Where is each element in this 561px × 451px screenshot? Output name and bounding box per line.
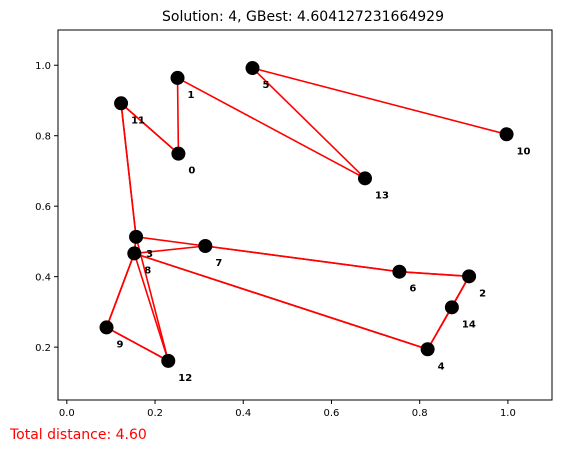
city-label: 11 [131,115,145,126]
route-segment [134,252,428,351]
route-segment [252,67,507,136]
chart-title: Solution: 4, GBest: 4.604127231664929 [162,9,444,25]
city-point [161,353,176,368]
city-point [170,70,185,85]
plot-frame [57,29,553,401]
city-point [462,269,477,284]
city-label: 14 [462,319,476,330]
city-label: 4 [438,361,445,372]
route-segment [105,253,136,328]
city-point [114,96,129,111]
city-point [129,229,144,244]
x-tick-label: 0.4 [235,408,251,419]
route-segment [177,77,366,180]
city-point [99,320,114,335]
city-label: 2 [479,288,486,299]
y-tick-label: 0.2 [35,343,51,354]
city-point [392,264,407,279]
y-axis-ticks: 0.2 0.4 0.6 0.8 1.0 [35,61,58,354]
x-tick-label: 0.2 [147,408,163,419]
city-label: 6 [409,284,416,295]
city-point [444,300,459,315]
y-tick-label: 0.4 [35,273,51,284]
y-tick-label: 1.0 [35,61,51,72]
route-segment [120,102,179,155]
city-points [99,61,514,368]
y-tick-label: 0.6 [35,202,51,213]
route-segment [135,236,170,362]
city-label: 0 [188,166,195,177]
x-axis-ticks: 0.0 0.2 0.4 0.6 0.8 1.0 [59,400,516,419]
city-label: 13 [375,190,389,201]
city-label: 12 [178,373,192,384]
x-tick-label: 1.0 [500,408,516,419]
city-label: 8 [144,265,151,276]
route-lines [105,67,507,362]
route-segment [106,326,169,362]
route-segment [120,103,137,237]
route-segment [134,245,206,255]
city-point [420,342,435,357]
city-label: 5 [263,80,270,91]
city-point [357,171,372,186]
city-point [245,61,260,76]
route-segment [251,67,366,179]
x-tick-label: 0.8 [412,408,428,419]
city-point [127,246,142,261]
city-label: 10 [517,146,531,157]
city-label: 1 [188,90,195,101]
total-distance-label: Total distance: 4.60 [9,427,147,443]
x-tick-label: 0.6 [324,408,340,419]
city-label: 3 [146,249,153,260]
route-segment [135,236,206,247]
y-tick-label: 0.8 [35,132,51,143]
city-point [171,146,186,161]
city-label: 7 [215,258,222,269]
route-segment [399,270,470,278]
route-segment [133,253,170,362]
city-point [499,127,514,142]
x-tick-label: 0.0 [59,408,75,419]
city-label: 9 [117,339,124,350]
city-point [198,239,213,254]
route-segment [205,245,400,273]
route-segment [176,77,180,154]
